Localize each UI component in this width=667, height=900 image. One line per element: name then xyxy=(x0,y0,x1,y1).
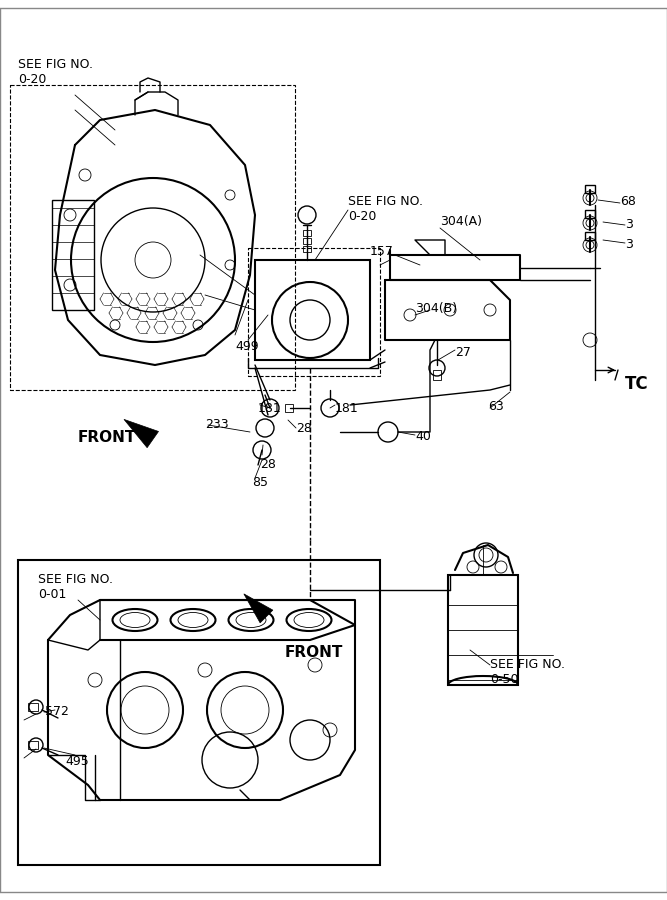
Text: 499: 499 xyxy=(235,340,259,353)
Bar xyxy=(52,200,94,310)
Text: 233: 233 xyxy=(205,418,229,431)
Text: 63: 63 xyxy=(488,400,504,413)
Bar xyxy=(28,703,38,711)
Text: 85: 85 xyxy=(252,476,268,489)
Polygon shape xyxy=(244,594,273,623)
Bar xyxy=(255,260,370,360)
Bar xyxy=(285,404,293,412)
Polygon shape xyxy=(124,419,159,447)
Text: 304(B): 304(B) xyxy=(415,302,457,315)
Text: 28: 28 xyxy=(260,458,276,471)
Bar xyxy=(18,560,380,865)
Text: 181: 181 xyxy=(258,402,281,415)
Text: TC: TC xyxy=(625,375,648,393)
Bar xyxy=(433,370,441,380)
Bar xyxy=(28,741,38,749)
Text: 68: 68 xyxy=(620,195,636,208)
Bar xyxy=(303,246,311,252)
Text: SEE FIG NO.
0-01: SEE FIG NO. 0-01 xyxy=(38,573,113,601)
Text: SEE FIG NO.
0-20: SEE FIG NO. 0-20 xyxy=(18,58,93,86)
Text: 28: 28 xyxy=(296,422,312,435)
Text: 3: 3 xyxy=(625,238,633,251)
Text: 572: 572 xyxy=(45,705,69,718)
Text: 3: 3 xyxy=(625,218,633,231)
Bar xyxy=(303,238,311,244)
Text: 181: 181 xyxy=(335,402,359,415)
Text: 40: 40 xyxy=(415,430,431,443)
Bar xyxy=(585,232,595,240)
Bar xyxy=(10,85,295,390)
Text: 27: 27 xyxy=(455,346,471,359)
Bar xyxy=(585,185,595,193)
Text: FRONT: FRONT xyxy=(78,430,136,445)
Text: 495: 495 xyxy=(65,755,89,768)
Bar xyxy=(248,248,380,376)
Text: SEE FIG NO.
0-20: SEE FIG NO. 0-20 xyxy=(348,195,423,223)
Bar xyxy=(448,575,518,685)
Bar xyxy=(585,210,595,218)
Text: 157: 157 xyxy=(370,245,394,258)
Text: FRONT: FRONT xyxy=(285,645,344,660)
Text: SEE FIG NO.
0-50: SEE FIG NO. 0-50 xyxy=(490,658,565,686)
Bar xyxy=(303,230,311,236)
Text: 304(A): 304(A) xyxy=(440,215,482,228)
